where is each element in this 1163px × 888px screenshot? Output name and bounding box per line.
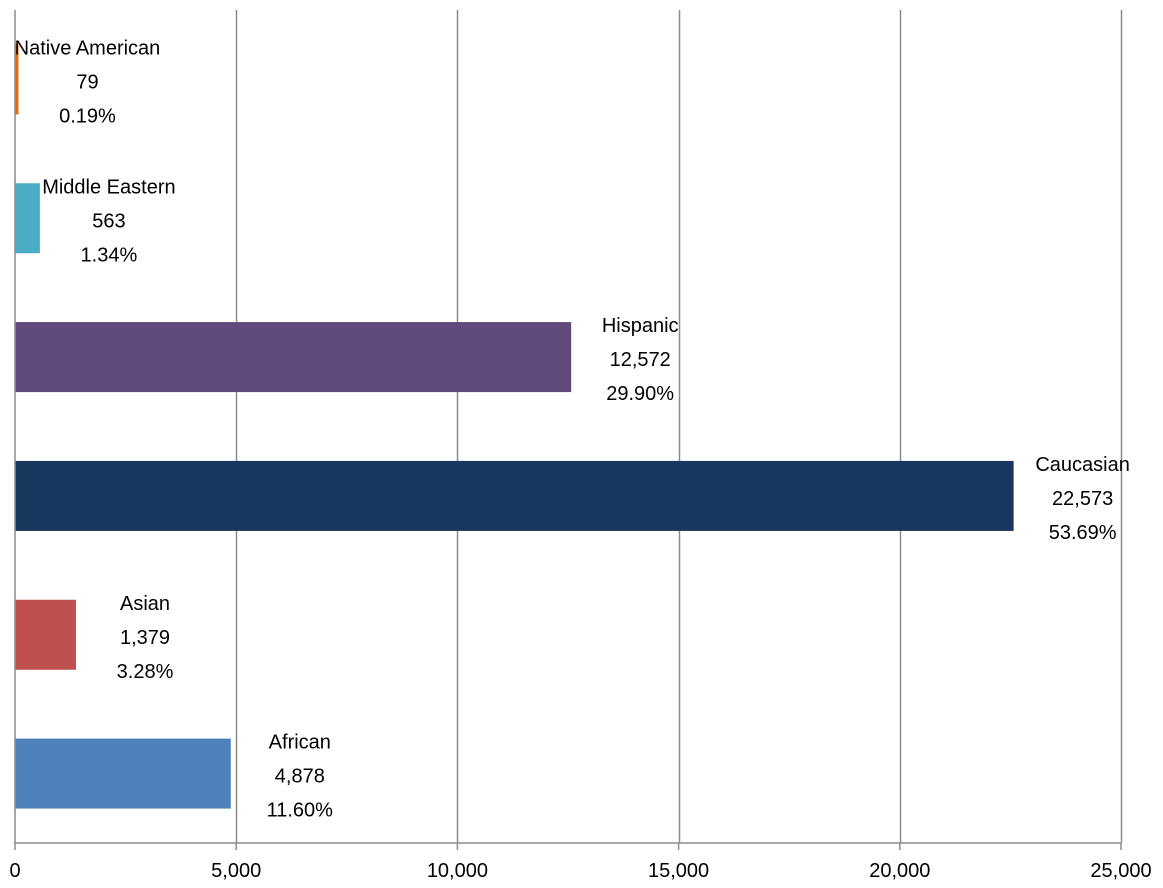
data-label-category: African	[269, 732, 331, 754]
data-label-value: 4,878	[275, 766, 325, 788]
x-axis: 0 5,000 10,000 15,000 20,000 25,000	[9, 10, 1152, 882]
data-label-percent: 29.90%	[606, 383, 674, 405]
bars	[15, 44, 1014, 809]
data-label-value: 22,573	[1052, 488, 1113, 510]
bar-african	[15, 738, 231, 809]
data-label-category: Asian	[120, 593, 170, 615]
x-tick-label: 15,000	[648, 860, 709, 882]
bar-middle-eastern	[15, 183, 40, 254]
data-labels: African 4,878 11.60% Asian 1,379 3.28% Caucasi…	[15, 37, 1130, 821]
gridlines	[235, 10, 1123, 843]
x-tick-label: 20,000	[869, 860, 930, 882]
data-label-value: 1,379	[120, 627, 170, 649]
x-tick-label: 5,000	[211, 860, 261, 882]
data-label-category: Hispanic	[602, 315, 679, 337]
data-label-category: Middle Eastern	[42, 176, 175, 198]
data-label-percent: 53.69%	[1049, 522, 1117, 544]
x-tick-label: 25,000	[1090, 860, 1151, 882]
bar-hispanic	[15, 322, 572, 393]
data-label-percent: 1.34%	[81, 244, 138, 266]
data-label-percent: 11.60%	[267, 800, 334, 822]
x-tick-label: 0	[9, 860, 20, 882]
data-label-percent: 0.19%	[59, 105, 116, 127]
data-label-value: 12,572	[610, 349, 671, 371]
data-label-value: 79	[76, 71, 98, 93]
data-label-percent: 3.28%	[117, 661, 174, 683]
data-label-category: Caucasian	[1035, 454, 1130, 476]
data-label-category: Native American	[15, 37, 161, 59]
data-label-value: 563	[92, 210, 125, 232]
bar-native-american	[15, 44, 19, 115]
bar-caucasian	[15, 460, 1014, 531]
bar-asian	[15, 599, 77, 670]
x-tick-label: 10,000	[427, 860, 488, 882]
